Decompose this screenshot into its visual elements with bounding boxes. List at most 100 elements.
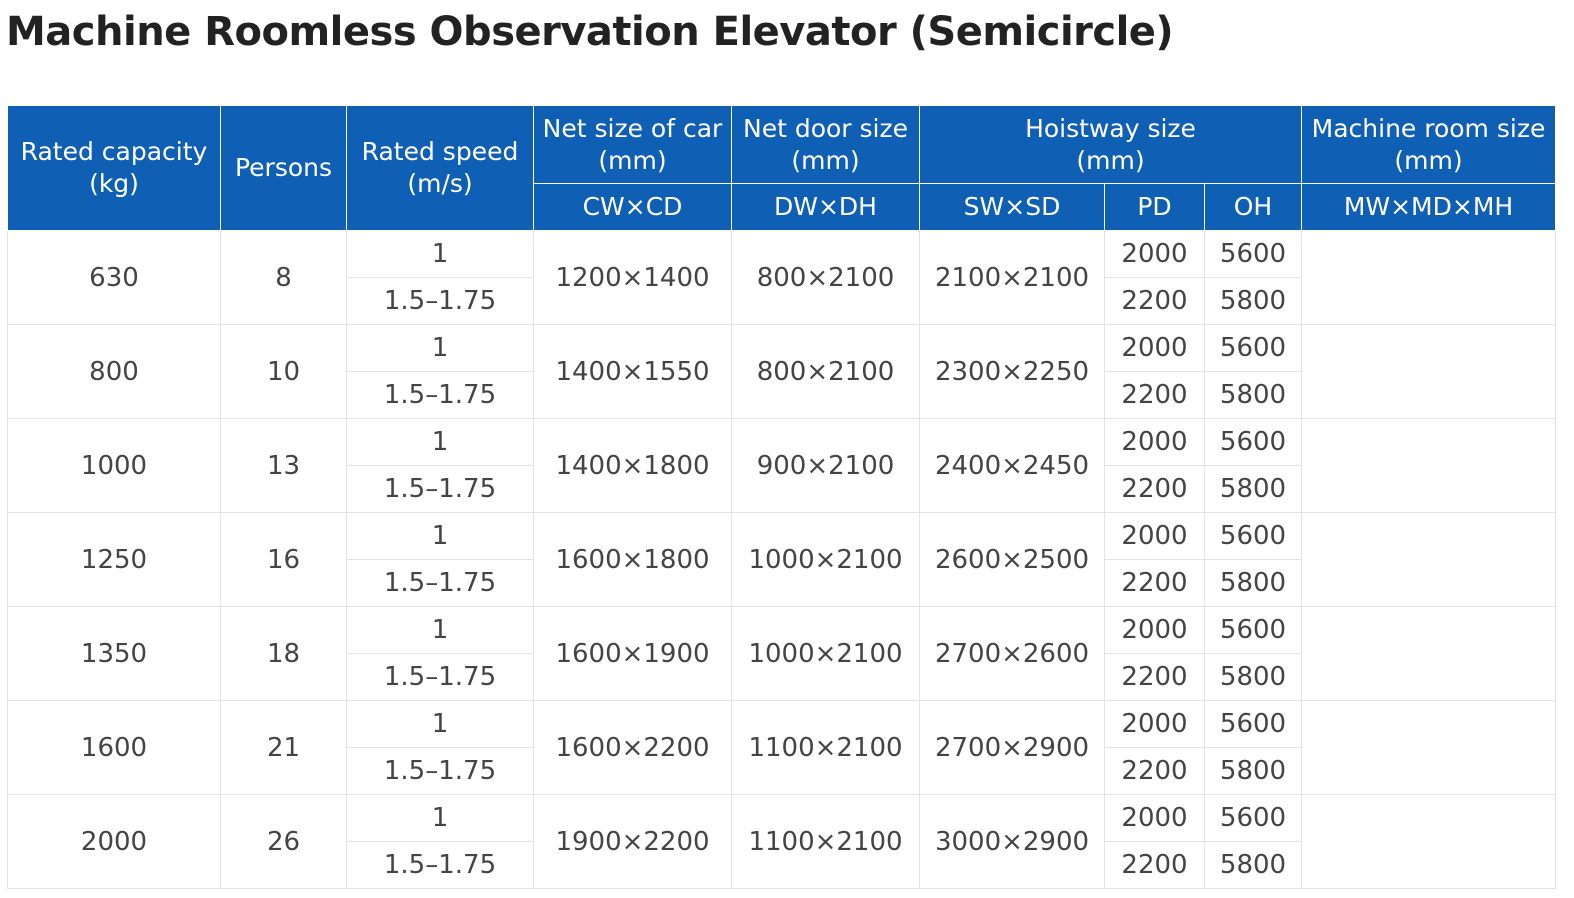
table-row: 1250 16 1 1600×1800 1000×2100 2600×2500 … [7,512,1556,607]
table-subrow: 1.5–1.75 2200 5800 [8,747,1556,795]
table-subrow: 1.5–1.75 2200 5800 [8,653,1556,701]
cell-door-size: 1000×2100 [731,606,920,701]
cell-speed: 1 [346,794,534,842]
cell-persons: 8 [220,230,347,325]
subheader-dwdh: DW×DH [731,183,920,231]
cell-machine-room [1301,230,1556,325]
cell-car-size: 1200×1400 [533,230,732,325]
cell-door-size: 800×2100 [731,230,920,325]
cell-pd: 2000 [1104,324,1205,372]
cell-pd: 2200 [1104,559,1205,607]
cell-oh: 5600 [1204,418,1302,466]
cell-machine-room [1301,700,1556,795]
table-body: 630 8 1 1200×1400 800×2100 2100×2100 200… [7,230,1556,889]
header-net-door-size: Net door size (mm) [731,105,920,184]
cell-oh: 5600 [1204,512,1302,560]
table-subrow: 1.5–1.75 2200 5800 [8,277,1556,325]
cell-speed: 1.5–1.75 [346,277,534,325]
cell-pd: 2000 [1104,512,1205,560]
cell-car-size: 1400×1800 [533,418,732,513]
cell-speed: 1 [346,606,534,654]
header-rated-speed: Rated speed (m/s) [346,105,534,231]
header-hoistway-size: Hoistway size (mm) [919,105,1302,184]
cell-speed: 1 [346,700,534,748]
cell-door-size: 1000×2100 [731,512,920,607]
cell-persons: 21 [220,700,347,795]
cell-speed: 1.5–1.75 [346,841,534,889]
cell-pd: 2200 [1104,653,1205,701]
cell-oh: 5800 [1204,371,1302,419]
header-machine-room-size: Machine room size (mm) [1301,105,1556,184]
cell-speed: 1.5–1.75 [346,653,534,701]
cell-oh: 5800 [1204,559,1302,607]
table-subrow: 1.5–1.75 2200 5800 [8,841,1556,889]
table-row: 1600 21 1 1600×2200 1100×2100 2700×2900 … [7,700,1556,795]
cell-car-size: 1600×1800 [533,512,732,607]
cell-capacity: 800 [7,324,221,419]
header-net-size-car: Net size of car (mm) [533,105,732,184]
cell-car-size: 1900×2200 [533,794,732,889]
cell-pd: 2000 [1104,700,1205,748]
cell-speed: 1 [346,418,534,466]
cell-car-size: 1400×1550 [533,324,732,419]
cell-hoistway-size: 2400×2450 [919,418,1105,513]
cell-speed: 1 [346,512,534,560]
cell-speed: 1.5–1.75 [346,371,534,419]
cell-oh: 5800 [1204,277,1302,325]
cell-pd: 2200 [1104,277,1205,325]
cell-persons: 26 [220,794,347,889]
header-rated-capacity: Rated capacity (kg) [7,105,221,231]
cell-capacity: 2000 [7,794,221,889]
subheader-swsd: SW×SD [919,183,1105,231]
table-header: Rated capacity (kg) Persons Rated speed … [7,105,1556,231]
cell-pd: 2000 [1104,418,1205,466]
cell-oh: 5600 [1204,700,1302,748]
cell-hoistway-size: 2700×2600 [919,606,1105,701]
cell-machine-room [1301,324,1556,419]
cell-capacity: 1600 [7,700,221,795]
cell-machine-room [1301,794,1556,889]
cell-speed: 1.5–1.75 [346,559,534,607]
subheader-oh: OH [1204,183,1302,231]
cell-machine-room [1301,512,1556,607]
cell-oh: 5800 [1204,653,1302,701]
cell-door-size: 1100×2100 [731,794,920,889]
cell-speed: 1 [346,324,534,372]
cell-pd: 2200 [1104,841,1205,889]
subheader-mwmdmh: MW×MD×MH [1301,183,1556,231]
cell-hoistway-size: 2700×2900 [919,700,1105,795]
cell-car-size: 1600×1900 [533,606,732,701]
header-persons: Persons [220,105,347,231]
cell-oh: 5600 [1204,230,1302,278]
cell-car-size: 1600×2200 [533,700,732,795]
subheader-cwcd: CW×CD [533,183,732,231]
cell-pd: 2200 [1104,465,1205,513]
cell-pd: 2000 [1104,230,1205,278]
cell-oh: 5600 [1204,324,1302,372]
cell-persons: 18 [220,606,347,701]
cell-speed: 1.5–1.75 [346,747,534,795]
cell-door-size: 1100×2100 [731,700,920,795]
cell-machine-room [1301,606,1556,701]
cell-oh: 5800 [1204,747,1302,795]
table-subrow: 1.5–1.75 2200 5800 [8,559,1556,607]
cell-pd: 2000 [1104,794,1205,842]
cell-hoistway-size: 3000×2900 [919,794,1105,889]
cell-oh: 5800 [1204,841,1302,889]
spec-table: Rated capacity (kg) Persons Rated speed … [7,105,1556,889]
table-row: 2000 26 1 1900×2200 1100×2100 3000×2900 … [7,794,1556,889]
table-row: 630 8 1 1200×1400 800×2100 2100×2100 200… [7,230,1556,325]
cell-capacity: 1350 [7,606,221,701]
cell-oh: 5600 [1204,794,1302,842]
cell-persons: 16 [220,512,347,607]
cell-pd: 2200 [1104,747,1205,795]
cell-persons: 13 [220,418,347,513]
cell-hoistway-size: 2300×2250 [919,324,1105,419]
cell-capacity: 630 [7,230,221,325]
cell-hoistway-size: 2100×2100 [919,230,1105,325]
cell-capacity: 1250 [7,512,221,607]
cell-hoistway-size: 2600×2500 [919,512,1105,607]
cell-door-size: 900×2100 [731,418,920,513]
cell-pd: 2000 [1104,606,1205,654]
cell-capacity: 1000 [7,418,221,513]
